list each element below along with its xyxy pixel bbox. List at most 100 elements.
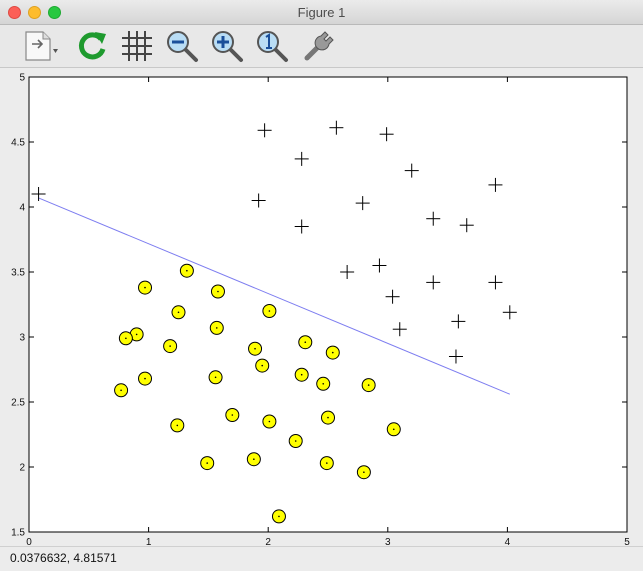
pan-tool-icon bbox=[304, 31, 334, 61]
circle-marker-dot bbox=[254, 347, 256, 350]
plus-marker bbox=[404, 163, 419, 178]
circle-marker-dot bbox=[177, 311, 180, 314]
circle-marker-dot bbox=[331, 351, 334, 354]
circle-marker-dot bbox=[261, 364, 264, 367]
circle-marker bbox=[262, 304, 277, 318]
zoom-in-button[interactable] bbox=[208, 27, 246, 65]
circle-marker-dot bbox=[144, 286, 146, 289]
circle-marker bbox=[209, 320, 224, 335]
circle-marker bbox=[114, 383, 129, 398]
circle-marker bbox=[356, 465, 371, 480]
circle-marker-dot bbox=[231, 414, 234, 416]
circle-marker-dot bbox=[268, 310, 271, 312]
circle-marker bbox=[171, 305, 186, 320]
circle-marker bbox=[248, 341, 263, 356]
plus-marker bbox=[257, 123, 272, 138]
circle-marker bbox=[208, 370, 223, 385]
plus-marker bbox=[355, 196, 370, 211]
circle-marker-dot bbox=[169, 345, 171, 347]
refresh-icon bbox=[78, 32, 106, 60]
circle-marker bbox=[386, 422, 401, 437]
circle-marker-dot bbox=[304, 341, 307, 344]
plus-marker bbox=[426, 275, 441, 290]
y-axis: 1.5 2 2.5 3 3.5 4 4.5 5 bbox=[11, 73, 627, 539]
plus-marker bbox=[392, 322, 407, 337]
zoom-reset-button[interactable] bbox=[253, 27, 291, 65]
grid-button[interactable] bbox=[118, 27, 156, 65]
circle-marker bbox=[361, 378, 376, 393]
circle-marker bbox=[118, 331, 133, 346]
title-bar: Figure 1 bbox=[0, 0, 643, 25]
scatter-plot[interactable]: 0 1 2 3 4 5 1.5 2 2.5 3 3.5 4 4.5 5 bbox=[0, 68, 643, 549]
circle-marker bbox=[179, 263, 194, 278]
plot-area[interactable]: 0 1 2 3 4 5 1.5 2 2.5 3 3.5 4 4.5 5 bbox=[0, 68, 643, 549]
plus-marker bbox=[379, 127, 394, 142]
plus-marker bbox=[426, 211, 441, 226]
circle-marker bbox=[262, 414, 277, 429]
circle-marker-dot bbox=[253, 458, 255, 461]
plus-marker bbox=[488, 275, 503, 290]
plus-marker bbox=[294, 151, 309, 166]
minimize-button[interactable] bbox=[28, 6, 41, 19]
circle-marker-dot bbox=[206, 462, 209, 464]
circle-marker-dot bbox=[300, 373, 303, 376]
circle-marker bbox=[316, 376, 331, 391]
circle-marker-dot bbox=[215, 327, 218, 329]
zoom-out-button[interactable] bbox=[163, 27, 201, 65]
circle-marker-dot bbox=[326, 462, 328, 464]
circle-marker-dot bbox=[125, 337, 127, 340]
zoom-out-icon bbox=[167, 31, 198, 62]
circle-marker-dot bbox=[278, 515, 280, 518]
window-title: Figure 1 bbox=[297, 5, 346, 20]
circle-marker bbox=[163, 339, 178, 354]
x-tick-label: 0 bbox=[26, 537, 32, 546]
circle-marker bbox=[210, 284, 225, 299]
circle-marker bbox=[129, 327, 144, 342]
circle-marker bbox=[246, 452, 261, 467]
y-tick-label: 4.5 bbox=[11, 138, 25, 149]
circle-marker bbox=[321, 410, 335, 425]
circle-marker bbox=[255, 358, 270, 373]
x-axis: 0 1 2 3 4 5 bbox=[26, 77, 630, 548]
plus-marker bbox=[372, 258, 387, 273]
plus-marker bbox=[459, 218, 474, 233]
grid-icon bbox=[122, 31, 152, 61]
decision-boundary-line bbox=[38, 197, 510, 395]
close-button[interactable] bbox=[8, 6, 21, 19]
circle-marker-dot bbox=[214, 376, 217, 379]
circle-marker bbox=[288, 434, 303, 448]
circle-marker-dot bbox=[217, 290, 219, 293]
y-tick-label: 3 bbox=[19, 333, 25, 344]
y-tick-label: 3.5 bbox=[11, 268, 25, 279]
x-tick-label: 3 bbox=[385, 537, 391, 546]
circle-marker-dot bbox=[268, 420, 271, 423]
pan-tool-button[interactable] bbox=[300, 27, 338, 65]
x-tick-label: 4 bbox=[505, 537, 511, 546]
export-icon bbox=[25, 31, 58, 61]
axes-box bbox=[28, 76, 628, 533]
zoom-button[interactable] bbox=[48, 6, 61, 19]
circle-marker bbox=[170, 418, 185, 433]
circle-marker bbox=[319, 456, 334, 471]
y-tick-label: 2 bbox=[19, 463, 25, 474]
plus-marker bbox=[448, 349, 463, 364]
plus-marker bbox=[329, 120, 344, 135]
export-button[interactable] bbox=[20, 27, 58, 65]
circle-marker bbox=[298, 335, 313, 350]
zoom-in-icon bbox=[212, 31, 243, 62]
circle-marker-dot bbox=[363, 471, 365, 474]
zoom-reset-icon bbox=[257, 31, 288, 62]
circle-marker bbox=[200, 456, 215, 471]
circle-marker bbox=[294, 367, 309, 382]
refresh-button[interactable] bbox=[73, 27, 111, 65]
circle-marker-dot bbox=[186, 269, 188, 272]
circle-marker-dot bbox=[294, 440, 297, 442]
plus-marker bbox=[340, 265, 355, 279]
plus-marker bbox=[488, 177, 503, 192]
y-tick-label: 2.5 bbox=[11, 398, 25, 409]
data-points bbox=[31, 120, 517, 524]
circle-marker-dot bbox=[367, 384, 370, 386]
x-tick-label: 5 bbox=[624, 537, 630, 546]
circle-marker bbox=[138, 371, 153, 386]
